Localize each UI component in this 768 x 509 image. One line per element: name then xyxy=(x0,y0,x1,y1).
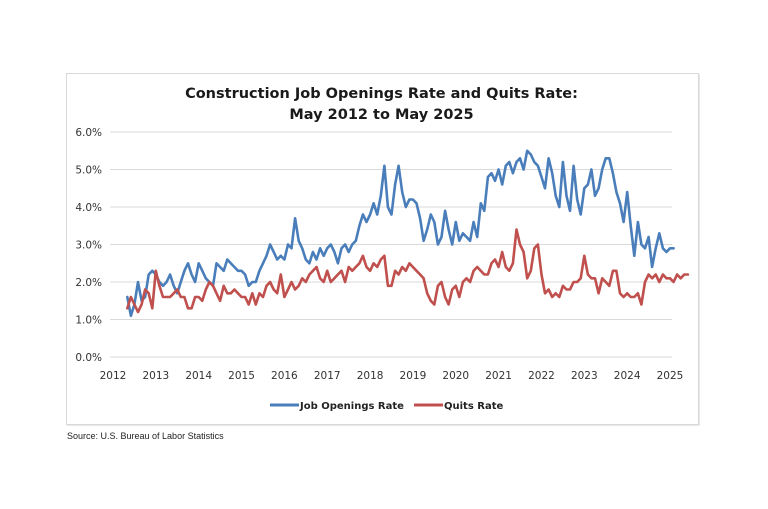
chart-title-line1: Construction Job Openings Rate and Quits… xyxy=(185,86,578,102)
chart-subtitle: May 2012 to May 2025 xyxy=(289,107,474,123)
series-line-job-openings-rate xyxy=(126,149,675,318)
legend: Job Openings Rate Quits Rate xyxy=(270,401,503,412)
x-tick-label: 2020 xyxy=(442,370,469,382)
x-tick-label: 2016 xyxy=(271,370,298,382)
x-tick-label: 2021 xyxy=(485,370,512,382)
y-tick-label: 5.0% xyxy=(75,165,102,177)
chart-title: Construction Job Openings Rate and Quits… xyxy=(66,84,697,126)
legend-job-openings-rate-label: Job Openings Rate xyxy=(299,401,404,412)
y-tick-label: 2.0% xyxy=(75,277,102,289)
x-tick-label: 2024 xyxy=(614,370,641,382)
y-tick-label: 6.0% xyxy=(75,127,102,139)
y-tick-label: 3.0% xyxy=(75,240,102,252)
x-tick-label: 2014 xyxy=(185,370,212,382)
y-tick-label: 4.0% xyxy=(75,202,102,214)
x-tick-label: 2015 xyxy=(228,370,255,382)
x-tick-label: 2022 xyxy=(528,370,555,382)
series-line-quits-rate xyxy=(126,228,690,314)
x-tick-label: 2019 xyxy=(400,370,427,382)
x-tick-label: 2017 xyxy=(314,370,341,382)
y-tick-label: 0.0% xyxy=(75,352,102,364)
y-axis-ticks: 0.0% 1.0% 2.0% 3.0% 4.0% 5.0% 6.0% xyxy=(75,127,102,364)
x-tick-label: 2025 xyxy=(657,370,684,382)
gridlines xyxy=(110,131,672,358)
x-tick-label: 2012 xyxy=(100,370,127,382)
x-tick-label: 2023 xyxy=(571,370,598,382)
x-tick-label: 2018 xyxy=(357,370,384,382)
series-lines xyxy=(126,149,690,318)
x-axis-ticks: 2012 2013 2014 2015 2016 2017 2018 2019 2020 2021… xyxy=(100,370,684,382)
source-note: Source: U.S. Bureau of Labor Statistics xyxy=(67,431,224,441)
y-tick-label: 1.0% xyxy=(75,315,102,327)
x-tick-label: 2013 xyxy=(142,370,169,382)
legend-quits-rate-label: Quits Rate xyxy=(444,401,503,412)
